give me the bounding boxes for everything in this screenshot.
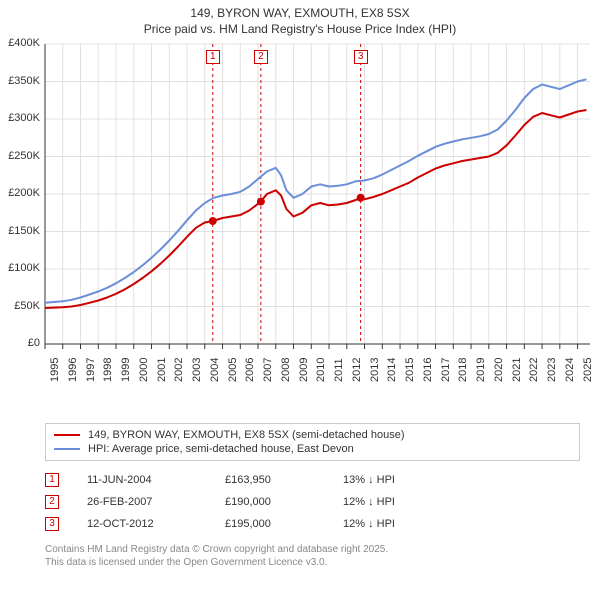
sales-date: 12-OCT-2012	[87, 518, 197, 530]
x-tick-label: 2015	[404, 358, 416, 382]
footer: Contains HM Land Registry data © Crown c…	[45, 543, 580, 569]
sales-marker-box: 2	[45, 495, 59, 509]
x-tick-label: 2008	[280, 358, 292, 382]
footer-line2: This data is licensed under the Open Gov…	[45, 556, 580, 569]
legend-swatch	[54, 434, 80, 436]
x-tick-label: 2000	[138, 358, 150, 382]
title-subtitle: Price paid vs. HM Land Registry's House …	[8, 22, 592, 38]
y-tick-label: £300K	[0, 112, 40, 124]
x-tick-label: 1999	[120, 358, 132, 382]
sales-date: 26-FEB-2007	[87, 496, 197, 508]
x-tick-label: 2004	[209, 358, 221, 382]
price-chart: £0 £50K £100K £150K £200K £250K £300K £350K £400…	[0, 39, 600, 419]
x-tick-label: 2013	[369, 358, 381, 382]
footer-line1: Contains HM Land Registry data © Crown c…	[45, 543, 580, 556]
sales-row: 1 11-JUN-2004 £163,950 13% ↓ HPI	[45, 469, 580, 491]
sales-delta: 12% ↓ HPI	[343, 496, 443, 508]
x-tick-label: 1998	[102, 358, 114, 382]
legend-item: HPI: Average price, semi-detached house,…	[54, 442, 571, 456]
x-tick-label: 2022	[528, 358, 540, 382]
x-tick-label: 1995	[49, 358, 61, 382]
x-tick-label: 2023	[546, 358, 558, 382]
sales-marker-box: 3	[45, 517, 59, 531]
y-tick-label: £250K	[0, 150, 40, 162]
legend-label: 149, BYRON WAY, EXMOUTH, EX8 5SX (semi-d…	[88, 429, 404, 441]
x-tick-label: 2024	[564, 358, 576, 382]
x-tick-label: 2011	[333, 359, 345, 383]
x-tick-label: 2012	[351, 358, 363, 382]
x-tick-label: 2014	[386, 358, 398, 382]
x-tick-label: 2019	[475, 358, 487, 382]
sales-marker-box: 1	[45, 473, 59, 487]
x-tick-label: 2006	[244, 358, 256, 382]
sales-price: £190,000	[225, 496, 315, 508]
x-tick-label: 2005	[227, 358, 239, 382]
sales-price: £163,950	[225, 474, 315, 486]
x-tick-label: 2016	[422, 358, 434, 382]
x-tick-label: 1997	[85, 358, 97, 382]
legend-label: HPI: Average price, semi-detached house,…	[88, 443, 354, 455]
sales-row: 2 26-FEB-2007 £190,000 12% ↓ HPI	[45, 491, 580, 513]
title-block: 149, BYRON WAY, EXMOUTH, EX8 5SX Price p…	[0, 0, 600, 39]
x-tick-label: 2020	[493, 358, 505, 382]
x-tick-label: 2021	[511, 358, 523, 382]
sales-delta: 12% ↓ HPI	[343, 518, 443, 530]
sales-row: 3 12-OCT-2012 £195,000 12% ↓ HPI	[45, 513, 580, 535]
x-tick-label: 2025	[582, 358, 594, 382]
y-tick-label: £400K	[0, 37, 40, 49]
x-tick-label: 2010	[315, 358, 327, 382]
sales-date: 11-JUN-2004	[87, 474, 197, 486]
y-tick-label: £350K	[0, 75, 40, 87]
sale-marker-box: 1	[206, 50, 220, 64]
y-tick-label: £0	[0, 337, 40, 349]
x-tick-label: 2007	[262, 358, 274, 382]
sales-price: £195,000	[225, 518, 315, 530]
legend-item: 149, BYRON WAY, EXMOUTH, EX8 5SX (semi-d…	[54, 428, 571, 442]
x-tick-label: 2009	[298, 358, 310, 382]
y-tick-label: £200K	[0, 187, 40, 199]
y-tick-label: £150K	[0, 225, 40, 237]
sale-marker-box: 3	[354, 50, 368, 64]
x-tick-label: 1996	[67, 358, 79, 382]
y-tick-label: £50K	[0, 300, 40, 312]
x-tick-label: 2017	[440, 358, 452, 382]
sale-marker-box: 2	[254, 50, 268, 64]
legend-swatch	[54, 448, 80, 450]
title-address: 149, BYRON WAY, EXMOUTH, EX8 5SX	[8, 6, 592, 22]
x-tick-label: 2002	[173, 358, 185, 382]
x-tick-label: 2018	[457, 358, 469, 382]
sales-table: 1 11-JUN-2004 £163,950 13% ↓ HPI 2 26-FEB-200…	[45, 469, 580, 535]
y-tick-label: £100K	[0, 262, 40, 274]
sales-delta: 13% ↓ HPI	[343, 474, 443, 486]
legend: 149, BYRON WAY, EXMOUTH, EX8 5SX (semi-d…	[45, 423, 580, 461]
x-tick-label: 2003	[191, 358, 203, 382]
x-tick-label: 2001	[156, 358, 168, 382]
